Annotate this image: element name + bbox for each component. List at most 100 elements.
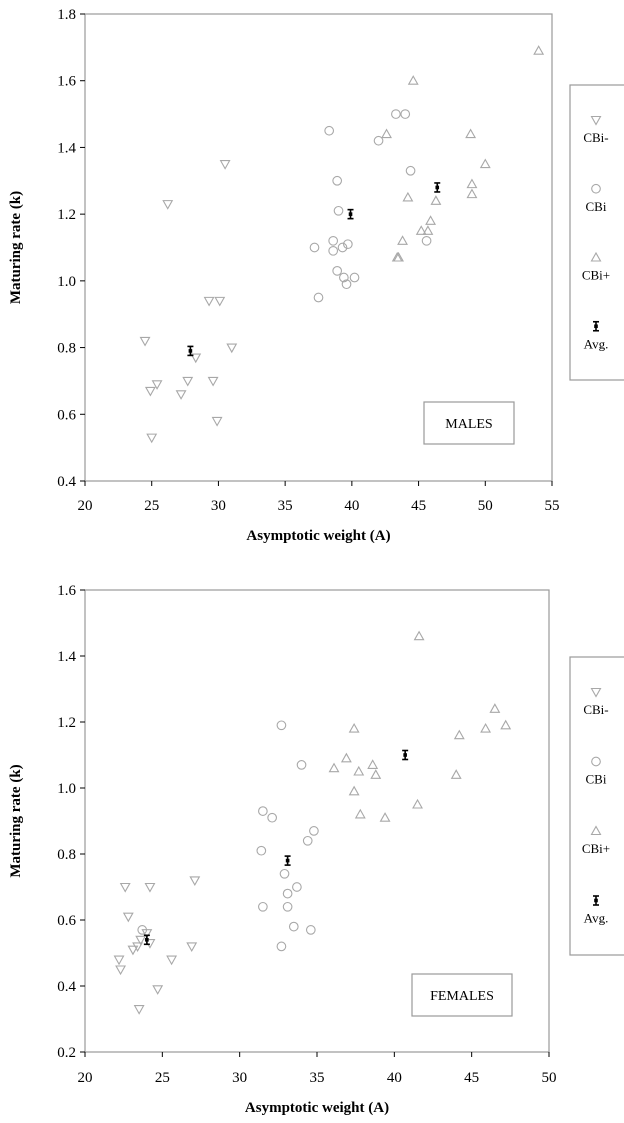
data-point xyxy=(219,160,231,170)
data-point xyxy=(182,376,194,387)
data-point xyxy=(391,251,403,262)
data-point xyxy=(187,345,194,357)
data-point xyxy=(256,845,267,856)
data-point xyxy=(333,205,344,216)
males-chart: 20 25 30 35 40 45 50 55 0.4 0.6 0.8 1.0 1.2 1.4 1.6 1.8… xyxy=(8,7,624,544)
females-chart: 20 25 30 35 40 45 50 0.2 0.4 0.6 0.8 1.0 1.2 1.4 1.6 As… xyxy=(8,583,624,1116)
data-point xyxy=(305,925,316,935)
series-cbi-minus xyxy=(113,876,201,1015)
data-point xyxy=(137,925,148,935)
legend-label: CBi xyxy=(586,199,607,214)
data-point xyxy=(309,242,320,253)
data-point xyxy=(466,188,478,199)
x-tick-label: 20 xyxy=(78,498,93,514)
data-point xyxy=(397,235,409,245)
legend-label: CBi+ xyxy=(582,268,610,283)
series-cbi-plus xyxy=(381,45,545,262)
panel-label: MALES xyxy=(445,417,492,432)
data-point xyxy=(214,296,226,307)
data-point xyxy=(258,901,268,912)
data-point xyxy=(415,225,427,235)
legend-label: CBi xyxy=(586,772,607,787)
legend-item: CBi- xyxy=(583,115,609,145)
legend-marker xyxy=(590,115,602,126)
data-point xyxy=(144,882,156,893)
x-tick-label: 30 xyxy=(232,1070,247,1086)
data-point xyxy=(226,343,238,354)
legend-marker xyxy=(591,756,601,767)
data-point xyxy=(143,934,150,946)
panel-label-box xyxy=(411,973,513,1017)
legend-label: Avg. xyxy=(584,911,609,926)
panel-label-box xyxy=(423,401,515,445)
y-tick-label: 1.6 xyxy=(57,583,76,599)
data-point xyxy=(533,45,545,55)
plot-area xyxy=(84,13,553,482)
x-tick-label: 45 xyxy=(411,498,426,514)
x-tick-label: 40 xyxy=(387,1070,402,1086)
y-tick-label: 0.6 xyxy=(57,407,76,423)
data-point xyxy=(400,109,411,119)
series-cbi xyxy=(137,720,319,952)
data-point xyxy=(324,125,335,136)
data-point xyxy=(450,769,462,779)
data-point xyxy=(115,965,127,976)
data-point xyxy=(381,128,392,139)
legend-marker xyxy=(593,895,599,906)
y-tick-label: 1.2 xyxy=(57,715,76,731)
legend-marker xyxy=(590,825,602,836)
data-point xyxy=(302,835,313,846)
data-point xyxy=(421,235,432,246)
data-point xyxy=(175,390,187,400)
data-point xyxy=(479,158,491,169)
data-point xyxy=(328,235,339,246)
data-point xyxy=(332,266,343,276)
data-point xyxy=(288,921,299,932)
data-point xyxy=(402,191,414,202)
series-cbi xyxy=(309,109,432,303)
legend-marker xyxy=(593,320,599,332)
legend-label: CBi- xyxy=(583,130,608,145)
y-tick-label: 0.4 xyxy=(57,474,76,490)
x-tick-label: 35 xyxy=(278,498,293,514)
panel-label: FEMALES xyxy=(430,989,494,1004)
data-point xyxy=(279,868,290,879)
data-point xyxy=(151,380,163,390)
legend: CBi- CBi CBi+ Avg. xyxy=(569,84,624,381)
y-tick-label: 0.4 xyxy=(57,979,76,995)
data-point xyxy=(354,808,366,819)
data-point xyxy=(379,812,391,822)
y-axis-title: Maturing rate (k) xyxy=(8,764,24,877)
data-point xyxy=(341,279,352,290)
data-point xyxy=(146,433,158,444)
data-point xyxy=(453,729,465,740)
legend-item: CBi xyxy=(586,183,607,214)
data-point xyxy=(276,720,287,731)
data-point xyxy=(340,752,352,763)
data-point xyxy=(203,296,215,307)
data-point xyxy=(337,242,348,253)
data-point xyxy=(276,941,287,952)
data-point xyxy=(119,882,131,893)
data-point xyxy=(296,760,307,770)
y-tick-label: 0.6 xyxy=(57,913,76,929)
x-tick-label: 50 xyxy=(478,498,493,514)
legend-item: CBi- xyxy=(583,687,609,717)
series-avg xyxy=(187,182,441,357)
data-point xyxy=(466,178,478,189)
data-point xyxy=(166,955,178,966)
legend-item: CBi+ xyxy=(582,251,610,283)
data-point xyxy=(348,722,360,733)
x-tick-label: 45 xyxy=(464,1070,479,1086)
legend-label: Avg. xyxy=(584,336,609,351)
data-point xyxy=(190,353,202,364)
legend-item: CBi+ xyxy=(582,825,610,856)
data-point xyxy=(465,128,477,139)
y-tick-label: 1.0 xyxy=(57,274,76,290)
data-point xyxy=(186,942,198,953)
legend-marker xyxy=(590,251,602,262)
data-point xyxy=(339,272,349,283)
data-point xyxy=(373,135,384,146)
data-point xyxy=(152,985,164,995)
